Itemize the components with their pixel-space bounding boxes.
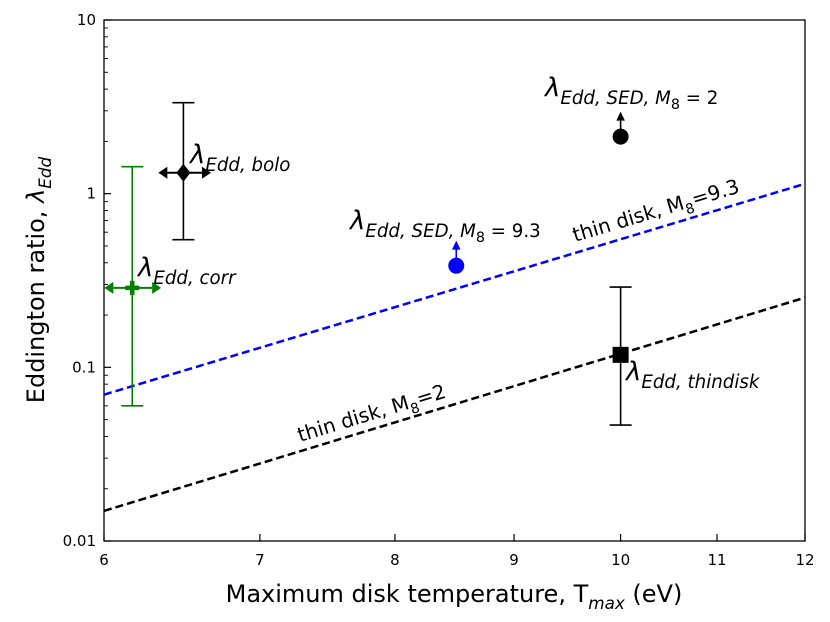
arrow-head — [616, 111, 625, 121]
y-tick-label: 0.01 — [63, 532, 96, 550]
point — [612, 128, 629, 145]
y-tick-label: 10 — [77, 11, 96, 29]
y-tick-label: 0.1 — [72, 358, 96, 376]
y-axis-label-part: Edd — [35, 156, 55, 188]
point-label-part: = 2 — [680, 88, 718, 109]
point-label: λEdd, bolo — [188, 140, 290, 176]
x-tick-label: 11 — [707, 551, 726, 569]
y-axis-label-part: λ — [22, 189, 50, 205]
point — [125, 280, 140, 295]
line-label-part: thin disk, M — [294, 390, 411, 447]
plot-frame — [103, 19, 806, 542]
point — [448, 257, 465, 274]
point-label-part: 8 — [671, 97, 680, 113]
line-label-part: =9.3 — [689, 174, 742, 211]
y-axis-label: Eddington ratio, λEdd — [22, 156, 55, 403]
point — [612, 346, 629, 363]
line-label: thin disk, M8=2 — [294, 379, 450, 452]
point — [176, 163, 191, 182]
trend-line — [103, 182, 806, 396]
point-label-part: Edd, thindisk — [641, 372, 760, 393]
point-label: λEdd, corr — [136, 253, 237, 289]
point-label-part: 8 — [476, 230, 485, 246]
point-label: λEdd, SED, M8 = 9.3 — [348, 206, 541, 246]
point-label-part: λ — [136, 253, 153, 283]
x-axis-label-part: Maximum disk temperature, T — [226, 580, 589, 608]
arrow-head — [104, 281, 114, 294]
line-label-part: 8 — [409, 400, 422, 418]
trend-line — [103, 296, 806, 513]
x-tick-label: 12 — [795, 551, 814, 569]
arrow-head — [202, 166, 212, 179]
point-label-part: λ — [188, 140, 205, 170]
point-label-part: Edd, SED, M — [560, 88, 671, 109]
y-axis-label-part: Eddington ratio, — [22, 203, 50, 403]
line-label-part: 8 — [684, 200, 697, 218]
point-label: λEdd, SED, M8 = 2 — [543, 73, 718, 113]
x-axis-label-part: max — [588, 593, 626, 613]
x-axis-label-part: (eV) — [625, 580, 683, 608]
arrow-head — [152, 281, 162, 294]
x-tick-label: 10 — [611, 551, 630, 569]
y-tick-label: 1 — [86, 185, 96, 203]
x-tick-label: 6 — [99, 551, 109, 569]
arrow-head — [451, 240, 461, 250]
line-label: thin disk, M8=9.3 — [570, 174, 744, 252]
point-label-part: Edd, SED, M — [365, 221, 476, 242]
point-label-part: λ — [543, 73, 560, 103]
point-label-part: λ — [624, 357, 641, 387]
line-label-part: =2 — [413, 379, 448, 411]
x-tick-label: 9 — [509, 551, 519, 569]
point-label: λEdd, thindisk — [624, 357, 761, 393]
arrow-head — [158, 166, 168, 179]
x-axis-label: Maximum disk temperature, Tmax (eV) — [226, 580, 683, 613]
x-tick-label: 7 — [255, 551, 265, 569]
point-label-part: Edd, bolo — [205, 155, 290, 176]
point-label-part: = 9.3 — [485, 221, 541, 242]
point-label-part: Edd, corr — [153, 268, 237, 289]
x-tick-label: 8 — [390, 551, 400, 569]
point-label-part: λ — [348, 206, 365, 236]
line-label-part: thin disk, M — [570, 191, 687, 247]
